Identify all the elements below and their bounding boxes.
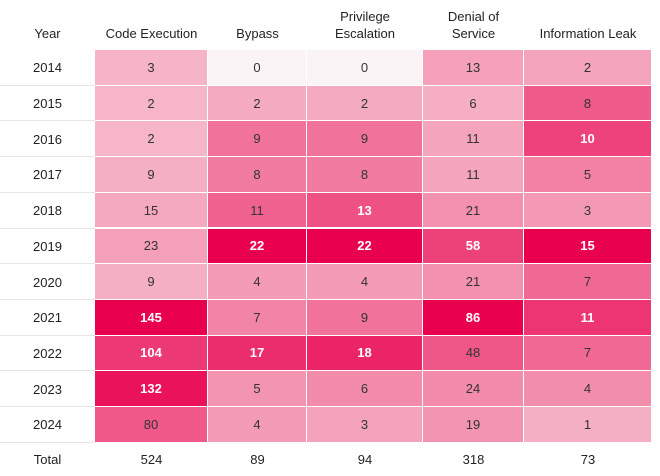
heatmap-cell: 9 [95,264,208,300]
heatmap-cell: 8 [208,157,307,193]
row-divider [0,370,95,372]
column-total: 94 [357,452,373,468]
year-label: 2014 [33,60,62,76]
heatmap-cell: 9 [95,157,208,193]
heatmap-cell: 104 [95,335,208,372]
year-label: 2020 [33,274,62,290]
year-label: 2023 [33,381,62,397]
heatmap-cell: 2 [95,85,208,122]
column-header: Privilege Escalation [335,9,395,41]
heatmap-cell: 8 [524,85,652,122]
row-divider [0,84,95,86]
heatmap-cell: 9 [307,299,423,336]
year-label: 2022 [33,345,62,361]
column-total: 89 [250,452,265,468]
heatmap-cell: 13 [423,50,524,86]
column-header: Denial of Service [447,9,500,41]
year-header: Year [34,26,61,41]
row-divider [0,263,95,265]
year-label: 2017 [33,167,62,183]
heatmap-cell: 0 [307,50,423,86]
heatmap-cell: 58 [423,228,524,265]
year-label: 2021 [33,310,62,326]
column-total: 524 [140,452,163,468]
row-divider [0,227,95,229]
heatmap-cell: 4 [524,371,652,407]
heatmap-cell: 2 [208,85,307,122]
heatmap-cell: 11 [208,192,307,229]
heatmap-cell: 23 [95,228,208,265]
heatmap-cell: 2 [307,85,423,122]
column-header: Information Leak [539,26,637,41]
column-header: Code Execution [105,26,198,41]
row-divider [0,406,95,407]
total-label: Total [33,452,62,468]
heatmap-cell: 17 [208,335,307,372]
year-label: 2019 [33,238,62,254]
heatmap-cell: 3 [524,192,652,229]
heatmap-cell: 5 [208,371,307,407]
heatmap-cell: 10 [524,121,652,158]
row-divider [0,441,95,443]
heatmap-cell: 4 [307,264,423,300]
heatmap-cell: 5 [524,157,652,193]
heatmap-cell: 4 [208,407,307,443]
heatmap-cell: 9 [208,121,307,158]
year-label: 2024 [33,417,62,433]
heatmap-cell: 3 [307,407,423,443]
heatmap-cell: 22 [307,228,423,265]
year-label: 2016 [33,131,62,147]
column-header: Bypass [236,26,279,41]
row-divider [0,298,95,300]
heatmap-cell: 9 [307,121,423,158]
heatmap-cell: 15 [524,228,652,265]
heatmap-cell: 1 [524,407,652,443]
heatmap-cell: 21 [423,264,524,300]
heatmap-cell: 7 [208,299,307,336]
heatmap-cell: 11 [524,299,652,336]
heatmap-cell: 4 [208,264,307,300]
heatmap-cell: 11 [423,121,524,158]
heatmap-cell: 7 [524,335,652,372]
heatmap-cell: 2 [524,50,652,86]
heatmap-cell: 19 [423,407,524,443]
heatmap-cell: 48 [423,335,524,372]
year-label: 2018 [33,203,62,219]
heatmap-cell: 80 [95,407,208,443]
heatmap-cell: 86 [423,299,524,336]
heatmap-cell: 13 [307,192,423,229]
heatmap-cell: 2 [95,121,208,158]
row-divider [0,156,95,158]
heatmap-cell: 7 [524,264,652,300]
heatmap-cell: 3 [95,50,208,86]
heatmap-cell: 15 [95,192,208,229]
heatmap-cell: 11 [423,157,524,193]
heatmap-cell: 22 [208,228,307,265]
heatmap-cell: 132 [95,371,208,407]
row-divider [0,191,95,193]
heatmap-cell: 18 [307,335,423,372]
row-divider [0,334,95,336]
heatmap-cell: 24 [423,371,524,407]
heatmap-cell: 21 [423,192,524,229]
heatmap-cell: 8 [307,157,423,193]
heatmap-cell: 6 [423,85,524,122]
heatmap-cell: 0 [208,50,307,86]
year-label: 2015 [33,96,62,112]
row-divider [0,120,95,122]
heatmap-cell: 6 [307,371,423,407]
column-total: 318 [462,452,485,468]
heatmap-cell: 145 [95,299,208,336]
column-total: 73 [580,452,596,468]
